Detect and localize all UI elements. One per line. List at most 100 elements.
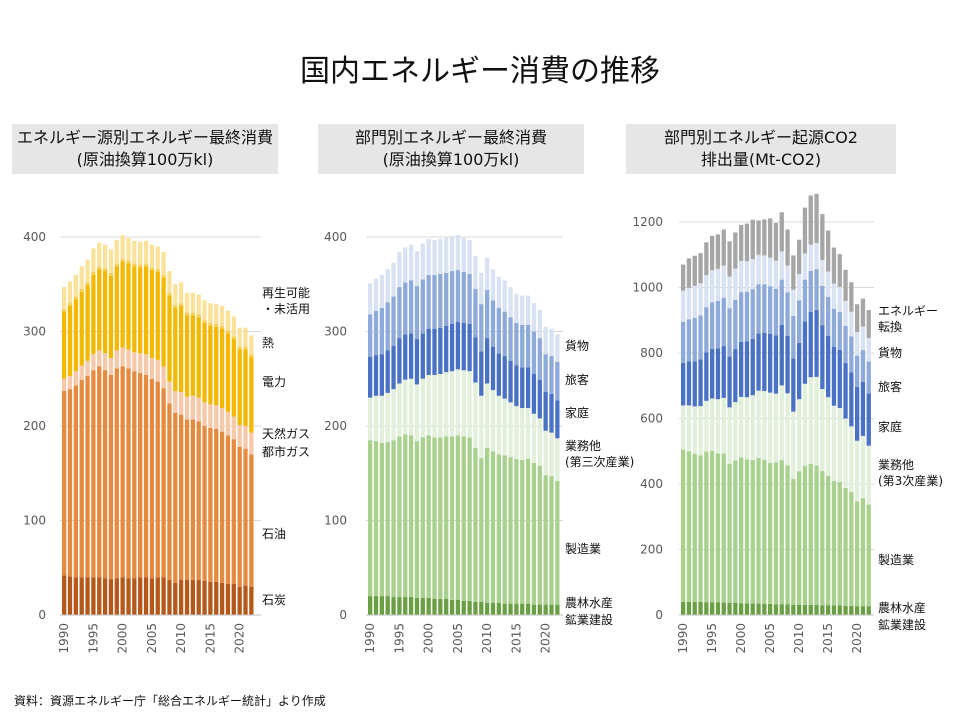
bar-1-2019 xyxy=(537,604,542,615)
bar-4-2012 xyxy=(496,353,501,396)
x-tick-label: 2010 xyxy=(174,623,188,654)
bar-2-2001 xyxy=(126,368,131,579)
bar-3-2018 xyxy=(225,411,231,436)
bar-5-2022 xyxy=(555,361,560,401)
bar-4-1993 xyxy=(385,350,390,393)
bar-6-2001 xyxy=(126,237,131,261)
bar-6-2018 xyxy=(843,300,848,326)
bar-3-2017 xyxy=(219,408,225,432)
bar-1-2014 xyxy=(508,603,513,615)
series-label: 貨物 xyxy=(878,345,902,360)
bar-6-1999 xyxy=(420,243,425,280)
bar-3-2013 xyxy=(196,397,201,422)
bar-6-2016 xyxy=(214,304,219,324)
bar-2-2009 xyxy=(173,412,178,583)
bar-7-1998 xyxy=(727,241,732,277)
bar-1-1995 xyxy=(397,597,402,615)
bar-5-2000 xyxy=(739,292,744,342)
bar-4-1990 xyxy=(681,362,686,406)
x-tick-label: 2010 xyxy=(792,623,806,654)
bar-2-1998 xyxy=(727,463,732,603)
y-tick-label: 800 xyxy=(640,346,663,360)
bar-4-2018 xyxy=(531,374,537,414)
bar-2-1996 xyxy=(715,453,721,603)
bar-5-2022 xyxy=(249,354,254,358)
bar-4-1996 xyxy=(97,269,102,351)
bar-5-2014 xyxy=(202,320,207,323)
x-tick-label: 1995 xyxy=(392,623,406,654)
bar-6-2019 xyxy=(231,316,236,337)
bar-4-2011 xyxy=(184,315,190,397)
bar-7-2008 xyxy=(785,229,790,266)
bar-2-2021 xyxy=(860,498,866,607)
bar-5-2018 xyxy=(531,331,537,375)
bar-5-2019 xyxy=(537,338,542,380)
series-label: 家庭 xyxy=(565,405,589,420)
bar-1-2011 xyxy=(490,602,496,615)
bar-3-2022 xyxy=(249,432,254,455)
bar-4-2010 xyxy=(797,342,802,400)
bar-2-2001 xyxy=(744,459,750,604)
bar-2-2000 xyxy=(120,366,125,578)
bar-2-1992 xyxy=(692,453,697,602)
bar-1-1998 xyxy=(727,602,732,615)
bar-3-1993 xyxy=(79,365,84,380)
bar-2-2016 xyxy=(214,428,219,582)
bar-4-2020 xyxy=(855,386,860,441)
bar-5-2018 xyxy=(225,330,231,334)
bar-4-2013 xyxy=(196,317,201,398)
bar-1-2004 xyxy=(449,599,455,615)
bar-5-2019 xyxy=(849,336,854,373)
bar-3-1990 xyxy=(368,397,373,441)
x-tick-label: 2000 xyxy=(734,623,748,654)
bar-1-2002 xyxy=(750,603,755,615)
bar-2-1998 xyxy=(414,441,420,598)
bar-1-1991 xyxy=(67,576,73,615)
series-label: 再生可能 xyxy=(262,286,310,300)
bar-4-2002 xyxy=(750,338,755,396)
bar-2-2003 xyxy=(444,436,449,599)
bar-3-1990 xyxy=(62,378,67,392)
bar-7-2004 xyxy=(762,219,767,256)
bar-5-2020 xyxy=(237,346,242,350)
series-label: (第三次産業) xyxy=(565,454,634,469)
y-tick-label: 1000 xyxy=(632,281,663,295)
bar-1-1994 xyxy=(391,597,396,615)
bar-6-1999 xyxy=(114,239,119,264)
bar-5-1996 xyxy=(403,282,408,335)
bar-1-2009 xyxy=(173,582,178,615)
bar-6-1994 xyxy=(85,259,90,283)
bar-1-1992 xyxy=(692,601,697,615)
bar-2-2007 xyxy=(467,437,472,601)
bar-5-2004 xyxy=(449,271,455,324)
bar-5-2013 xyxy=(814,269,819,310)
bar-1-2017 xyxy=(525,603,531,615)
bar-4-1994 xyxy=(391,345,396,390)
bar-4-2011 xyxy=(802,321,808,384)
panel-title-line1: エネルギー源別エネルギー最終消費 xyxy=(16,128,273,147)
bar-7-1990 xyxy=(681,264,686,291)
bar-5-2022 xyxy=(866,361,871,394)
bar-3-2000 xyxy=(120,347,125,367)
bar-4-2014 xyxy=(820,325,825,390)
bar-4-2019 xyxy=(849,372,854,427)
bar-3-2017 xyxy=(525,408,531,460)
series-label: 都市ガス xyxy=(262,444,310,459)
bar-6-1993 xyxy=(698,283,703,316)
bar-4-2007 xyxy=(779,324,784,386)
x-tick-label: 2020 xyxy=(850,623,864,654)
bar-3-2000 xyxy=(426,374,431,436)
bar-3-2010 xyxy=(797,399,802,472)
bar-1-2010 xyxy=(485,602,490,615)
x-tick-label: 2015 xyxy=(203,623,217,654)
bar-3-2006 xyxy=(773,393,779,463)
bar-2-2012 xyxy=(190,419,195,581)
bar-7-2016 xyxy=(831,247,837,284)
bar-7-1994 xyxy=(704,242,709,276)
bar-6-2012 xyxy=(496,276,501,308)
bar-6-2014 xyxy=(202,300,207,321)
bar-7-2011 xyxy=(802,207,808,254)
bar-2-1998 xyxy=(108,374,114,580)
bar-6-1997 xyxy=(721,265,726,298)
series-label: 天然ガス xyxy=(262,426,310,441)
